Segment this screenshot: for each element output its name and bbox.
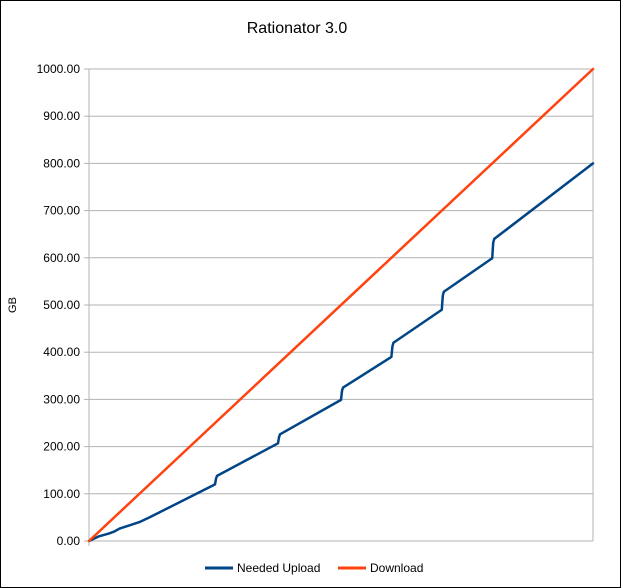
series-line-download [87,67,595,543]
y-axis-title: GB [7,297,19,313]
y-tick-label: 0.00 [57,534,81,548]
chart-title: Rationator 3.0 [247,20,348,37]
y-tick-label: 600.00 [43,251,80,265]
series-lines [87,67,595,543]
y-tick-label: 100.00 [43,487,80,501]
y-tick-label: 1000.00 [37,62,81,76]
series-line-needed-upload [87,162,595,543]
y-tick-label: 700.00 [43,204,80,218]
y-tick-label: 200.00 [43,440,80,454]
y-tick-label: 400.00 [43,345,80,359]
y-tick-label: 800.00 [43,156,80,170]
legend: Needed Upload Download [205,561,423,575]
gridlines [84,68,594,546]
y-tick-label: 900.00 [43,109,80,123]
legend-label: Needed Upload [237,561,320,575]
y-tick-label: 300.00 [43,392,80,406]
y-tick-label: 500.00 [43,298,80,312]
y-tick-labels: 0.00 100.00 200.00 300.00 400.00 500.00 600.00… [37,62,81,548]
legend-label: Download [370,561,423,575]
